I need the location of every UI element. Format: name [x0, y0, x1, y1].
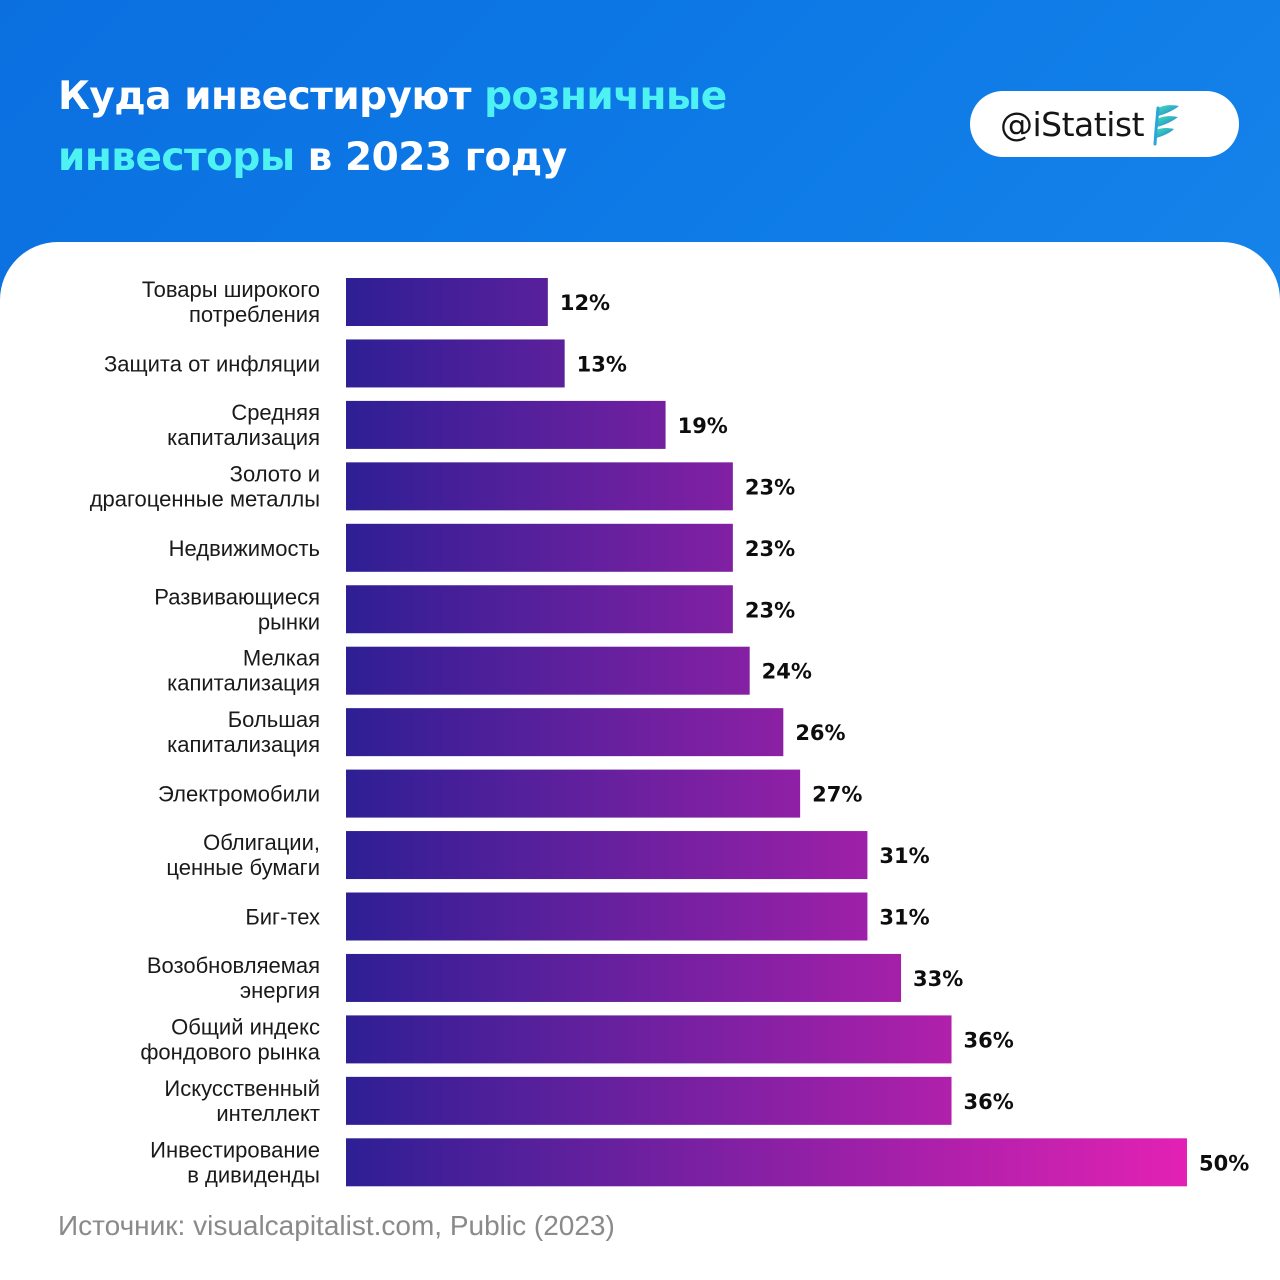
bar: [346, 462, 733, 511]
category-label: Искусственный: [164, 1076, 320, 1101]
category-label: Биг-тех: [245, 905, 320, 930]
value-label: 19%: [678, 414, 728, 438]
category-label: в дивиденды: [187, 1162, 320, 1187]
source-note: Источник: visualcapitalist.com, Public (…: [58, 1210, 615, 1241]
value-label: 23%: [745, 598, 795, 622]
category-label: интеллект: [216, 1101, 320, 1126]
title-part2: в 2023 году: [294, 135, 567, 180]
bar: [346, 523, 733, 572]
category-label: драгоценные металлы: [90, 486, 320, 511]
value-label: 13%: [577, 352, 627, 376]
category-label: Общий индекс: [171, 1014, 320, 1039]
title-part1: Куда инвестируют: [58, 74, 485, 119]
value-label: 50%: [1199, 1151, 1249, 1175]
category-label: капитализация: [167, 671, 320, 696]
category-label: Золото и: [230, 461, 320, 486]
bar-group: 31% Биг-тех: [245, 892, 930, 941]
title-highlight2: инвесторы: [58, 135, 295, 180]
category-label: потребления: [189, 302, 320, 327]
category-label: Защита от инфляции: [104, 351, 320, 376]
category-label: Мелкая: [243, 646, 320, 671]
value-label: 36%: [964, 1028, 1014, 1052]
bar: [346, 1138, 1187, 1187]
value-label: 31%: [879, 906, 929, 930]
category-label: ценные бумаги: [166, 855, 320, 880]
category-label: Возобновляемая: [147, 953, 320, 978]
category-label: капитализация: [167, 425, 320, 450]
category-label: Облигации,: [203, 830, 320, 855]
category-label: Товары широкого: [142, 277, 320, 302]
bar: [346, 892, 868, 941]
value-label: 27%: [812, 783, 862, 807]
bar-group: 27% Электромобили: [158, 769, 862, 818]
bar: [346, 831, 868, 880]
bar-group: 31% Облигации,ценные бумаги: [166, 830, 929, 880]
bar-group: 23% Недвижимость: [169, 523, 795, 572]
value-label: 33%: [913, 967, 963, 991]
category-label: Инвестирование: [150, 1137, 320, 1162]
value-label: 23%: [745, 537, 795, 561]
category-label: фондового рынка: [140, 1039, 320, 1064]
value-label: 12%: [560, 291, 610, 315]
bar: [346, 278, 548, 326]
category-label: Средняя: [231, 400, 320, 425]
value-label: 24%: [762, 660, 812, 684]
value-label: 23%: [745, 475, 795, 499]
category-label: рынки: [258, 609, 320, 634]
title-highlight1: розничные: [484, 74, 727, 119]
category-label: Электромобили: [158, 782, 320, 807]
page-title: Куда инвестируют розничные инвесторы в 2…: [58, 66, 818, 188]
bar: [346, 1076, 952, 1125]
category-label: энергия: [240, 978, 320, 1003]
category-label: Большая: [228, 707, 320, 732]
brand-handle: @iStatist: [1000, 104, 1145, 144]
value-label: 26%: [795, 721, 845, 745]
bar-group: 13% Защита от инфляции: [104, 339, 627, 388]
bar: [346, 585, 733, 634]
feather-leaf-icon: [1153, 105, 1180, 146]
bar: [346, 400, 666, 449]
bar: [346, 339, 565, 388]
bar: [346, 953, 902, 1002]
value-label: 31%: [879, 844, 929, 868]
bar: [346, 769, 801, 818]
category-label: Развивающиеся: [154, 584, 320, 609]
category-label: капитализация: [167, 732, 320, 757]
bar: [346, 1015, 952, 1064]
bar: [346, 646, 750, 695]
brand-badge[interactable]: @iStatist: [970, 91, 1239, 157]
bar: [346, 708, 784, 757]
value-label: 36%: [964, 1090, 1014, 1114]
category-label: Недвижимость: [169, 536, 320, 561]
